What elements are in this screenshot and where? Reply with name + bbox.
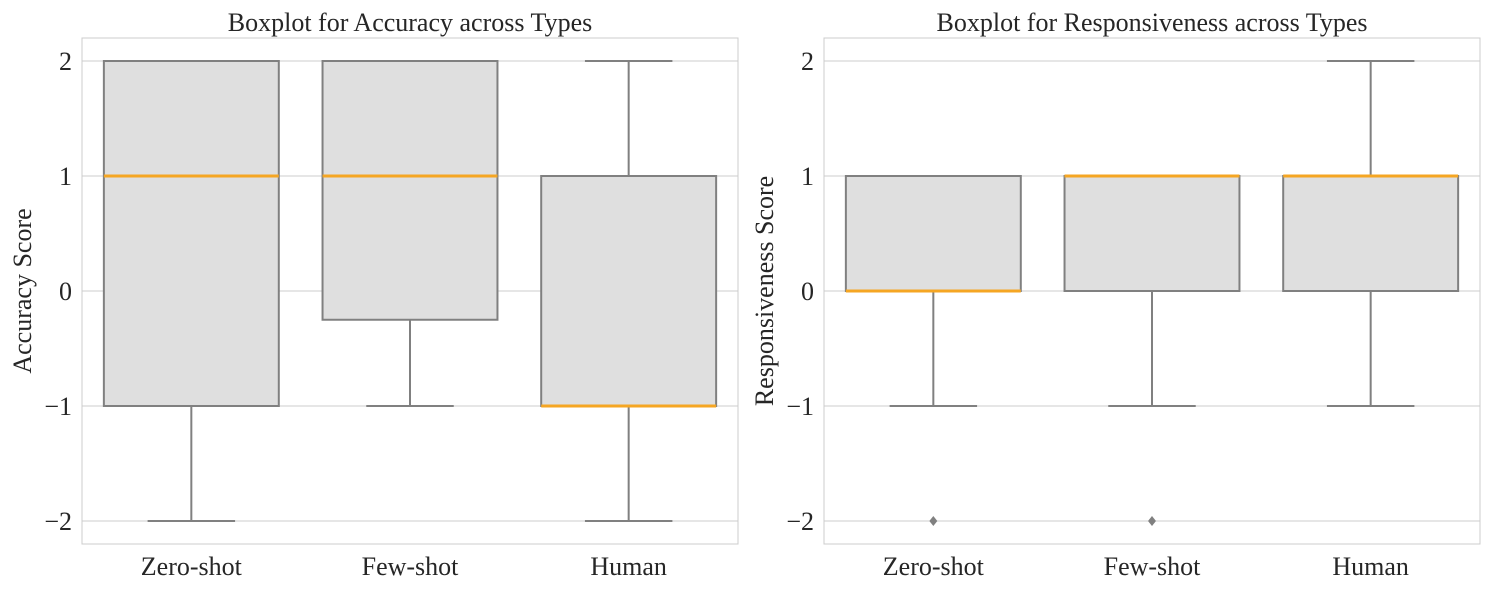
x-tick-label: Zero-shot <box>883 552 985 581</box>
chart-title: Boxplot for Responsiveness across Types <box>937 8 1368 37</box>
x-tick-labels: Zero-shot Few-shot Human <box>883 552 1409 581</box>
y-tick-label: −1 <box>786 392 814 421</box>
box-body <box>323 61 498 320</box>
y-tick-labels: 2 1 0 −1 −2 <box>44 47 72 536</box>
box-body <box>541 176 716 406</box>
x-tick-labels: Zero-shot Few-shot Human <box>141 552 667 581</box>
x-tick-label: Human <box>590 552 667 581</box>
y-tick-label: 2 <box>59 47 72 76</box>
x-tick-label: Human <box>1332 552 1409 581</box>
y-tick-label: 0 <box>59 277 72 306</box>
chart-title: Boxplot for Accuracy across Types <box>228 8 593 37</box>
x-tick-label: Few-shot <box>362 552 460 581</box>
responsiveness-boxplot-panel: 2 1 0 −1 −2 Zero-shot Few-shot Human Boxplot f… <box>750 8 1480 581</box>
y-tick-labels: 2 1 0 −1 −2 <box>786 47 814 536</box>
x-tick-label: Few-shot <box>1104 552 1202 581</box>
y-tick-label: −2 <box>786 507 814 536</box>
y-tick-label: 0 <box>801 277 814 306</box>
y-axis-label: Responsiveness Score <box>750 176 779 406</box>
x-tick-label: Zero-shot <box>141 552 243 581</box>
accuracy-boxplot-panel: 2 1 0 −1 −2 Zero-shot Few-shot Human Boxplot f… <box>8 8 738 581</box>
y-tick-label: 1 <box>59 162 72 191</box>
box-body <box>846 176 1021 291</box>
y-tick-label: 2 <box>801 47 814 76</box>
box-body <box>104 61 279 406</box>
box-body <box>1283 176 1458 291</box>
box-body <box>1065 176 1240 291</box>
y-tick-label: 1 <box>801 162 814 191</box>
y-tick-label: −1 <box>44 392 72 421</box>
y-axis-label: Accuracy Score <box>8 208 37 373</box>
y-tick-label: −2 <box>44 507 72 536</box>
